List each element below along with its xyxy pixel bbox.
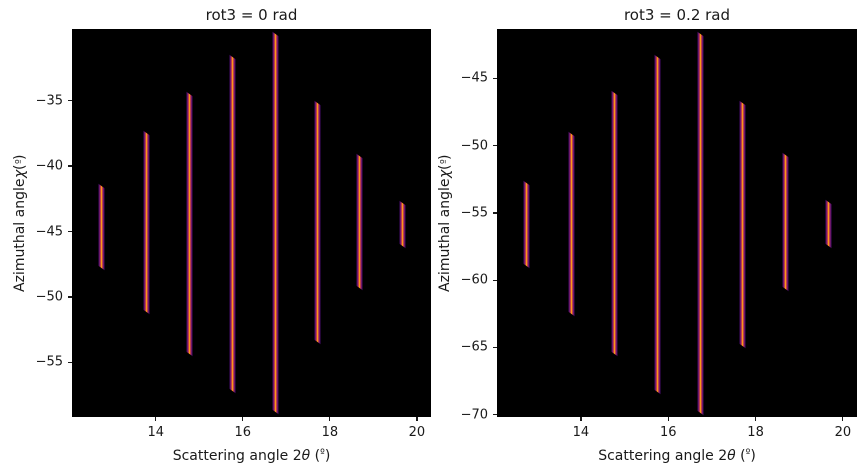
- y-tick-label: −35: [35, 93, 63, 109]
- y-tick-mark: [68, 361, 72, 363]
- x-tick-mark: [842, 417, 844, 421]
- diffraction-line: [697, 31, 705, 416]
- y-tick-label: −60: [460, 272, 488, 288]
- x-tick-label: 20: [408, 425, 426, 440]
- x-axis-label: Scattering angle 2θ (º): [172, 448, 331, 464]
- y-tick-mark: [68, 100, 72, 102]
- x-tick-mark: [667, 417, 669, 421]
- diffraction-line: [654, 54, 662, 395]
- diffraction-line: [739, 100, 747, 349]
- y-tick-mark: [493, 77, 497, 79]
- diffraction-line: [782, 152, 790, 293]
- x-tick-label: 16: [659, 425, 677, 440]
- y-tick-label: −70: [460, 407, 488, 423]
- diffraction-line: [356, 153, 364, 291]
- x-tick-mark: [754, 417, 757, 421]
- y-tick-label: −65: [460, 339, 488, 355]
- diffraction-line: [824, 199, 832, 249]
- x-tick-mark: [580, 417, 582, 421]
- diffraction-line: [271, 31, 279, 415]
- y-tick-mark: [493, 279, 497, 281]
- y-tick-mark: [68, 296, 72, 298]
- y-tick-mark: [68, 165, 72, 167]
- y-axis-label: Azimuthal angle χ (º): [437, 154, 453, 292]
- y-tick-label: −50: [35, 289, 63, 305]
- diffraction-line: [567, 131, 575, 317]
- x-tick-mark: [155, 417, 157, 421]
- y-tick-label: −55: [460, 205, 488, 221]
- diffraction-line: [523, 180, 531, 270]
- plot-title: rot3 = 0.2 rad: [623, 6, 731, 24]
- diffraction-line: [98, 183, 106, 271]
- diffraction-line: [398, 200, 406, 249]
- y-tick-mark: [493, 346, 497, 348]
- axes-rot3-0: rot3 = 0 rad Scattering angle 2θ (º) Azi…: [12, 6, 431, 464]
- diffraction-line: [228, 55, 236, 394]
- y-tick-mark: [493, 414, 497, 416]
- x-tick-label: 14: [147, 425, 164, 440]
- x-tick-label: 18: [321, 425, 339, 440]
- x-tick-mark: [242, 417, 244, 421]
- y-tick-mark: [493, 212, 497, 214]
- x-tick-label: 14: [572, 425, 590, 440]
- axes-rot3-0p2: rot3 = 0.2 rad Scattering angle 2θ (º) A…: [437, 6, 857, 464]
- plot-title: rot3 = 0 rad: [205, 6, 298, 24]
- x-axis-label: Scattering angle 2θ (º): [598, 448, 756, 464]
- x-tick-label: 20: [834, 425, 852, 440]
- diffraction-line: [611, 90, 619, 357]
- y-tick-mark: [68, 230, 72, 233]
- diffraction-line: [185, 91, 193, 357]
- x-tick-mark: [416, 417, 418, 421]
- y-tick-label: −45: [35, 224, 63, 239]
- y-tick-label: −50: [460, 138, 488, 154]
- x-tick-label: 16: [234, 425, 252, 440]
- diffraction-line: [142, 130, 150, 316]
- x-tick-mark: [329, 417, 331, 421]
- y-tick-label: −45: [460, 70, 488, 86]
- y-tick-mark: [493, 145, 497, 147]
- y-tick-label: −55: [35, 354, 63, 370]
- diffraction-line: [313, 100, 321, 346]
- x-tick-label: 18: [747, 425, 764, 440]
- y-tick-label: −40: [35, 158, 63, 174]
